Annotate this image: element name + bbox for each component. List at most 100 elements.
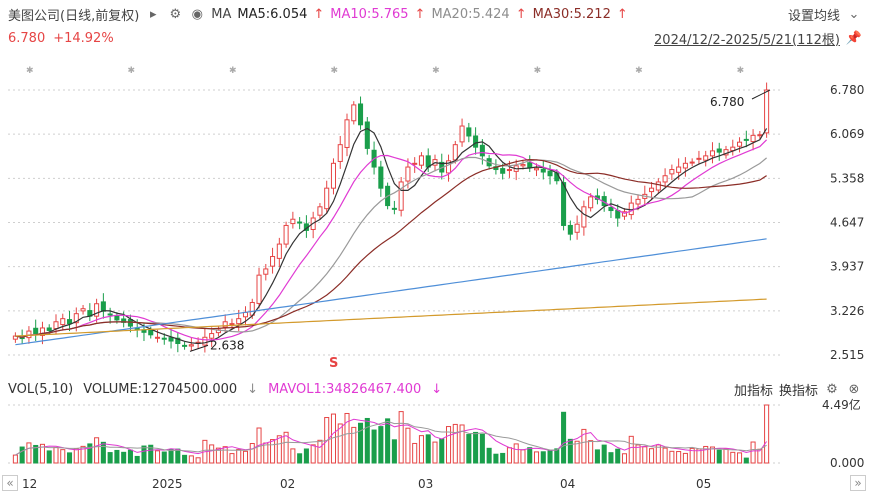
candle-body	[466, 127, 472, 137]
volume-bar	[80, 445, 86, 464]
arrow-up-icon: ↑	[313, 6, 325, 22]
vol-axis-bottom: 0.000	[830, 456, 864, 470]
eye-icon[interactable]: ◉	[191, 6, 203, 22]
vol-axis-top: 4.49亿	[822, 397, 861, 412]
volume-bar	[506, 447, 512, 464]
low-price-label: 2.638	[210, 338, 244, 352]
volume-bar	[655, 444, 661, 464]
volume-bar	[371, 429, 377, 464]
candle-body	[114, 315, 120, 321]
scroll-right-button[interactable]: »	[850, 475, 866, 491]
volume-bar	[114, 449, 120, 464]
volume-bar	[764, 404, 770, 464]
event-marker-icon: ✱	[128, 66, 136, 76]
candle-body	[256, 274, 262, 304]
price-change: +14.92%	[53, 30, 114, 46]
candle-body	[764, 89, 770, 134]
settings-ma-button[interactable]: 设置均线	[787, 8, 840, 24]
volume-bar	[486, 447, 492, 464]
expand-arrow-icon[interactable]: ▸	[150, 6, 157, 22]
current-price: 6.780	[8, 30, 46, 46]
volume-bar	[391, 439, 397, 464]
volume-bar	[459, 424, 465, 464]
volume-bar	[188, 455, 194, 464]
arrow-down-icon: ↓	[431, 381, 443, 397]
candle-body	[574, 223, 580, 233]
scroll-left-button[interactable]: «	[2, 475, 18, 491]
candle-body	[378, 166, 384, 189]
volume-bar	[730, 451, 736, 464]
candle-body	[418, 155, 424, 166]
candle-body	[581, 206, 587, 228]
candle-body	[527, 162, 533, 168]
arrow-up-icon: ↑	[616, 6, 628, 22]
volume-bar	[134, 455, 140, 464]
volume-bar	[310, 444, 316, 464]
volume-bar	[574, 440, 580, 464]
volume-chart[interactable]: 4.49亿 0.000	[0, 375, 870, 475]
x-axis: « 12 2025 02 03 04 05 »	[0, 475, 870, 494]
volume-bar	[547, 450, 553, 464]
volume-bar	[100, 441, 106, 464]
ma120-line	[15, 298, 767, 337]
volume-bar	[209, 444, 215, 464]
x-tick-2025: 2025	[152, 477, 183, 491]
volume-bar	[682, 452, 688, 464]
candlestick-chart[interactable]: ✱ ✱ ✱ ✱ ✱ ✱ ✱ ✱ 6.780 6.069 5.358 4.647 3.937 3.226 2…	[0, 55, 870, 375]
candle-body	[33, 327, 39, 335]
volume-bar	[385, 418, 391, 464]
volume-bar	[127, 449, 133, 464]
arrow-up-icon: ↑	[515, 6, 527, 22]
stock-title[interactable]: 美图公司(日线,前复权)	[8, 8, 140, 24]
volume-bar	[554, 448, 560, 464]
date-range[interactable]: 2024/12/2-2025/5/21(112根)	[654, 32, 840, 48]
volume-bar	[723, 448, 729, 464]
volume-bar	[540, 451, 546, 464]
chevron-down-icon[interactable]: ⌄	[848, 6, 860, 22]
event-marker-icon: ✱	[635, 66, 643, 76]
volume-bar	[649, 448, 655, 464]
x-tick-may: 05	[696, 477, 712, 491]
volume-bar	[737, 452, 743, 464]
volume-bar	[121, 451, 127, 464]
candle-body	[229, 323, 235, 326]
candle-body	[222, 321, 228, 328]
candle-body	[188, 344, 194, 347]
volume-bar	[628, 435, 634, 464]
candle-body	[53, 321, 59, 330]
mavol10-line	[15, 420, 767, 456]
candle-body	[547, 170, 553, 177]
volume-bar	[750, 441, 756, 464]
candle-body	[669, 169, 675, 175]
candle-body	[297, 221, 303, 224]
candle-body	[12, 335, 18, 340]
candle-body	[608, 206, 614, 212]
candle-body	[337, 144, 343, 162]
volume-bar	[46, 450, 52, 464]
candle-body	[39, 327, 45, 336]
candle-body	[391, 207, 397, 210]
close-icon[interactable]: ⊗	[848, 381, 860, 397]
candle-body	[263, 268, 269, 275]
volume-bar	[351, 426, 357, 464]
switch-indicator-button[interactable]: 换指标	[778, 383, 818, 399]
volume-bar	[60, 449, 66, 464]
event-marker-icon: ✱	[534, 66, 542, 76]
candle-body	[80, 308, 86, 312]
add-indicator-button[interactable]: 加指标	[733, 383, 773, 399]
pin-icon[interactable]: 📌	[845, 30, 863, 46]
volume-bar	[473, 431, 479, 464]
volume-bar	[418, 435, 424, 464]
price-tick: 2.515	[830, 348, 864, 362]
candle-body	[662, 175, 668, 183]
volume-bar	[270, 439, 276, 464]
candle-body	[364, 121, 370, 149]
gear-icon[interactable]: ⚙	[826, 381, 838, 397]
candle-body	[358, 103, 364, 126]
ma10-value: MA10:5.765	[330, 6, 409, 22]
volume-bar	[33, 444, 39, 464]
volume-bar	[493, 453, 499, 464]
volume-bar	[358, 422, 364, 464]
gear-icon[interactable]: ⚙	[169, 6, 182, 22]
candle-body	[737, 141, 743, 147]
